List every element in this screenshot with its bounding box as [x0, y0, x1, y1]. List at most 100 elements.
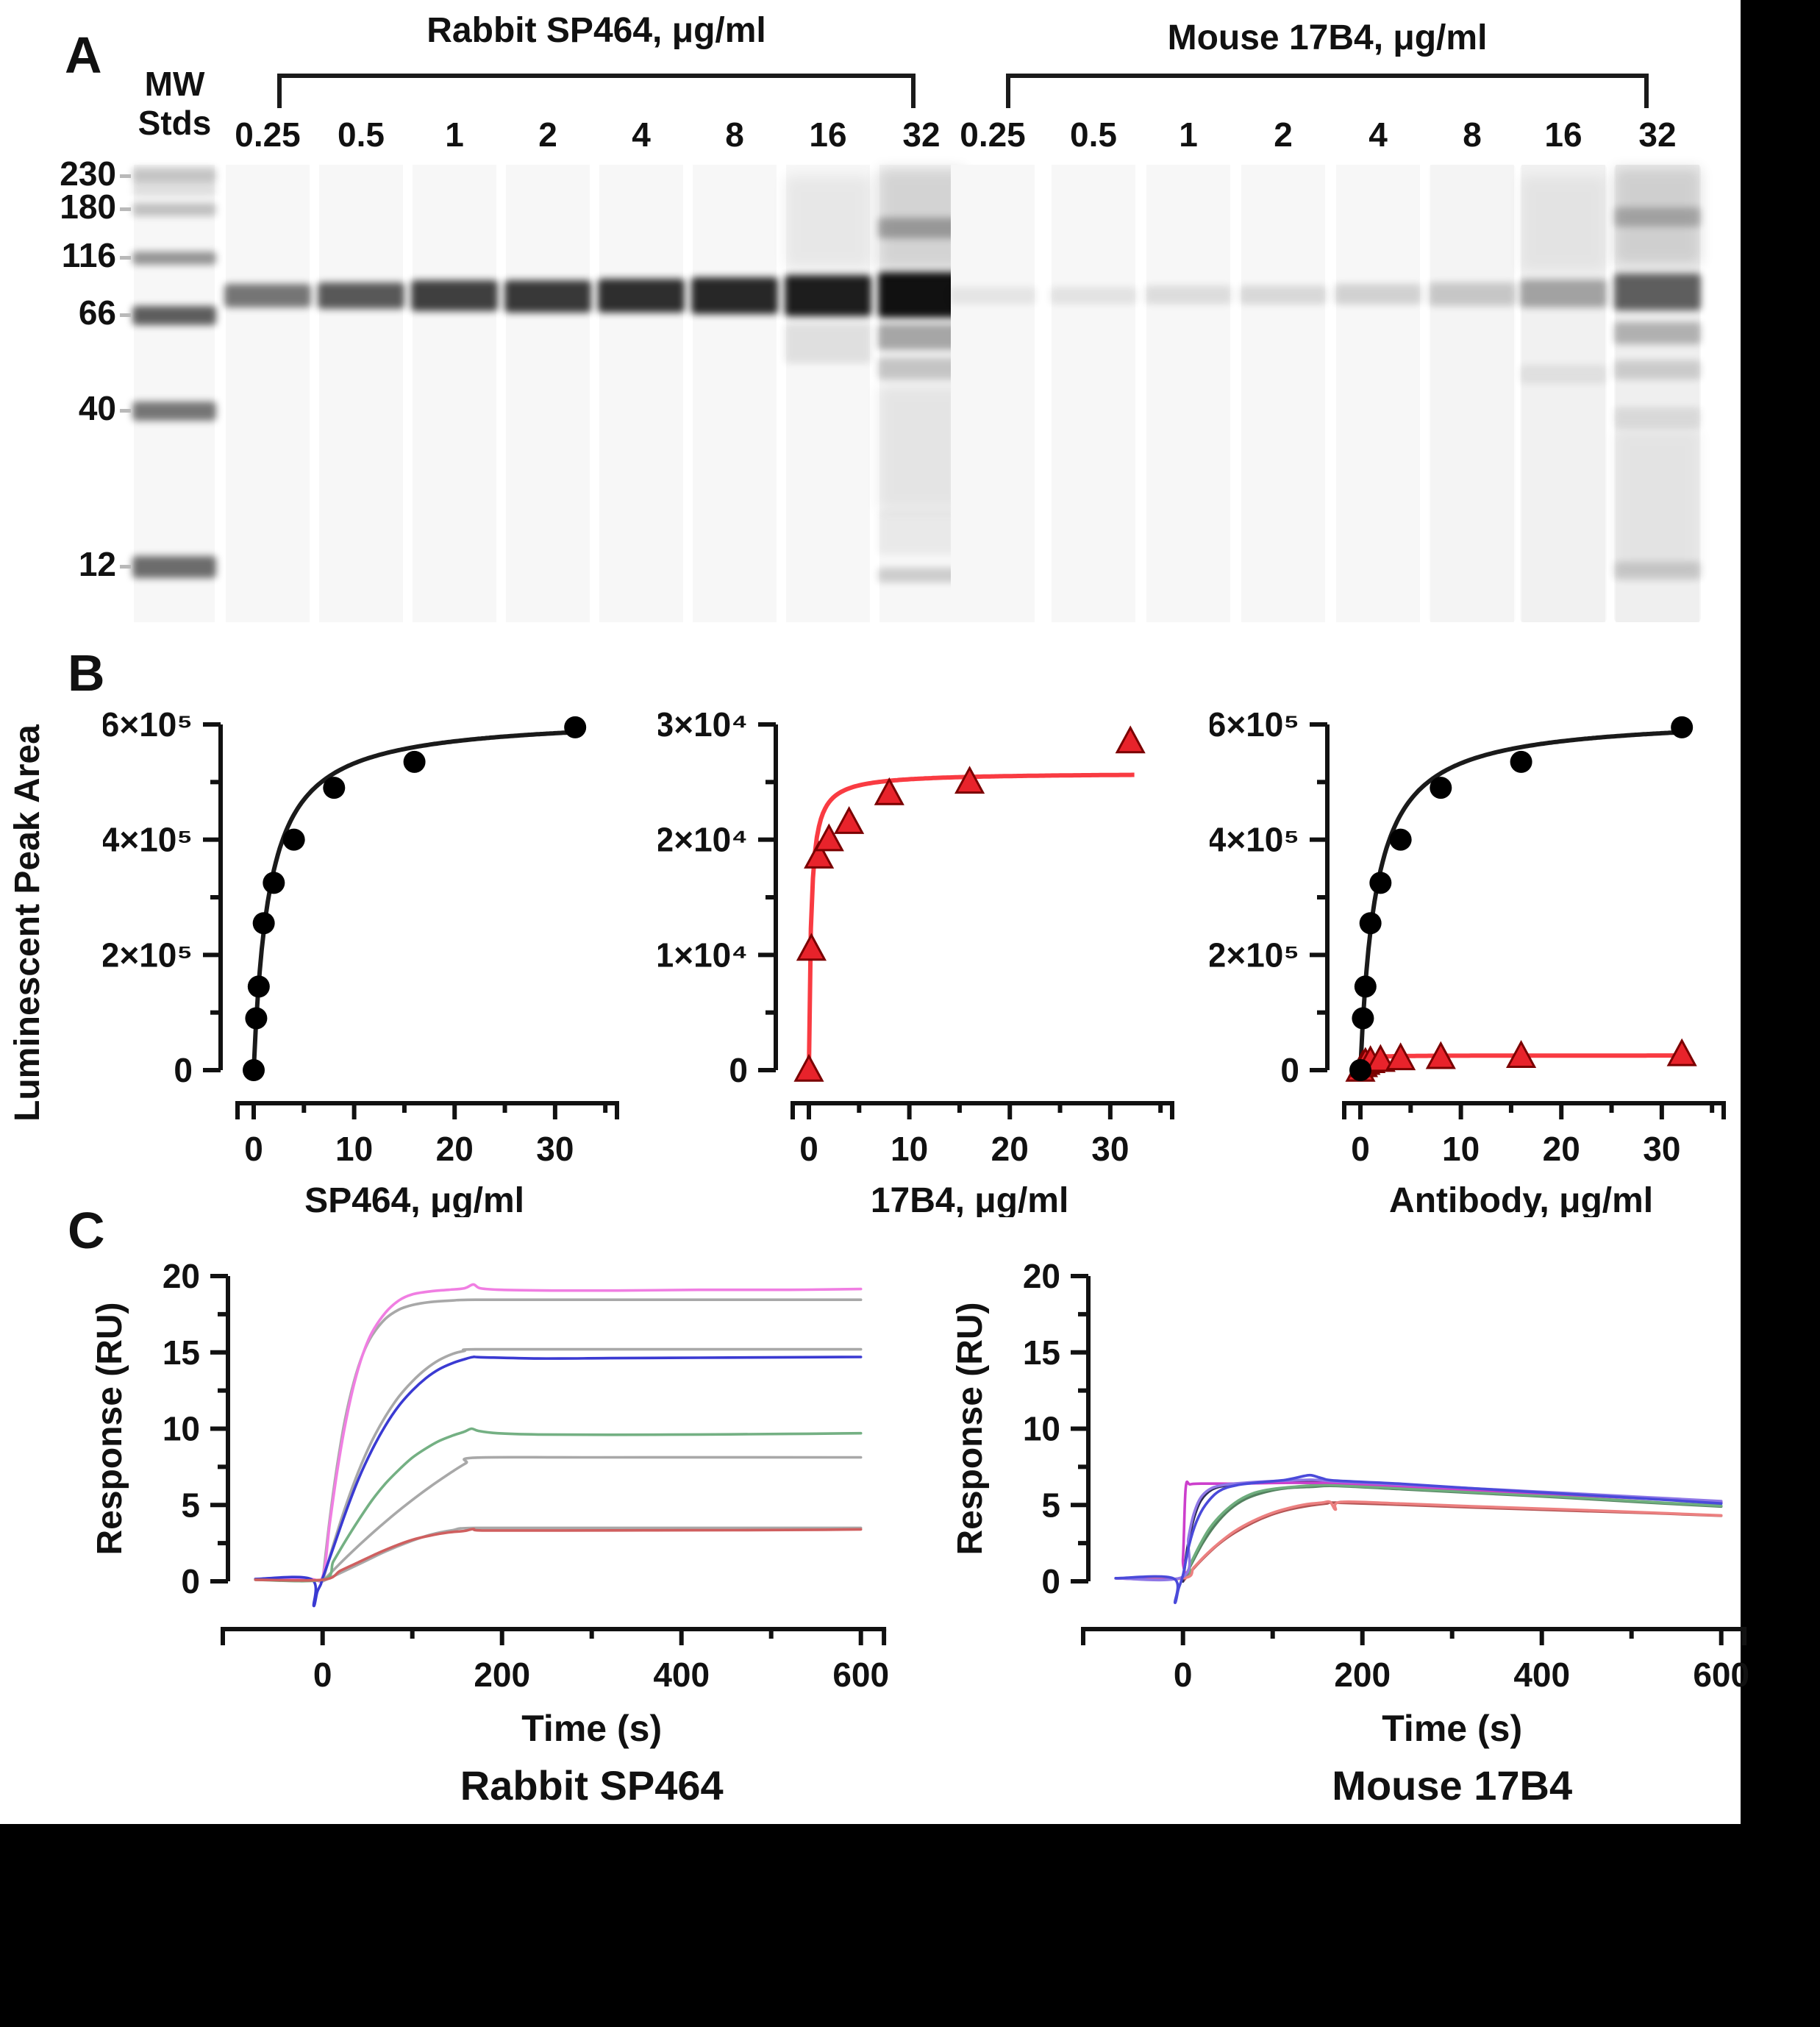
y-tick-label: 6×10⁵ — [103, 705, 193, 744]
y-tick-label: 2×10⁵ — [103, 936, 193, 974]
x-tick-label: 20 — [991, 1130, 1029, 1168]
y-axis-title: Response (RU) — [90, 1302, 129, 1555]
lane-concentration-label: 2 — [1274, 115, 1293, 154]
gel-band — [411, 280, 498, 311]
lane-concentration-label: 4 — [632, 115, 651, 154]
x-tick-label: 10 — [891, 1130, 928, 1168]
gel-image — [0, 165, 1741, 622]
x-tick-label: 600 — [832, 1656, 889, 1694]
gel-band — [878, 218, 965, 238]
mw-header-line2: Stds — [138, 103, 212, 142]
data-point-triangle — [1115, 725, 1146, 754]
mw-marker-tick — [120, 207, 131, 211]
binding-plot-antibody: 0 2×10⁵ 4×10⁵ 6×10⁵ 0 10 20 30 Antibody, μg/ml — [1210, 705, 1726, 1217]
gel-band — [949, 287, 1036, 304]
gel-band — [878, 357, 965, 380]
mw-marker-tick — [120, 565, 131, 569]
gel-band — [1520, 279, 1607, 307]
series-mouse-17b4 — [1345, 1038, 1697, 1082]
data-point-circle — [1430, 777, 1452, 799]
y-tick-label: 3×10⁴ — [658, 705, 748, 744]
mw-marker-tick — [120, 174, 131, 178]
fit-curve-rabbit-sp464 — [251, 730, 579, 1071]
data-point-circle — [245, 1007, 268, 1030]
x-tick-label: 10 — [335, 1130, 373, 1168]
x-tick-label: 400 — [1513, 1656, 1570, 1694]
lane-concentration-label: 16 — [1544, 115, 1582, 154]
gel-band — [1050, 287, 1137, 304]
data-point-triangle — [793, 1053, 824, 1082]
gel-lane-sample — [1614, 165, 1701, 622]
panel-b-y-axis-title: Luminescent Peak Area — [8, 724, 47, 1122]
y-axis: 0 1×10⁴ 2×10⁴ 3×10⁴ — [658, 705, 778, 1089]
y-tick-label: 0 — [174, 1051, 193, 1089]
trace-blue-16 — [254, 1355, 863, 1608]
mw-marker-label: 66 — [78, 293, 116, 332]
concentration-bracket — [1006, 74, 1649, 110]
data-point-circle — [1359, 912, 1382, 935]
data-point-circle — [243, 1059, 265, 1081]
gel-band — [1429, 282, 1516, 306]
gel-lane-sample — [504, 165, 591, 622]
bracket-end-left — [277, 76, 282, 108]
gel-band — [1614, 360, 1701, 380]
gel-lane-sample — [598, 165, 685, 622]
group-title-mouse: Mouse 17B4, μg/ml — [1167, 18, 1488, 57]
trace-green — [1114, 1483, 1723, 1581]
x-tick-label: 30 — [536, 1130, 574, 1168]
y-axis-title: Response (RU) — [951, 1302, 990, 1555]
data-point-triangle — [954, 766, 985, 794]
y-tick-label: 10 — [1023, 1410, 1060, 1448]
data-point-triangle — [1506, 1040, 1537, 1068]
x-axis: 0 200 400 600 — [221, 1627, 889, 1694]
bracket-end-right — [911, 76, 916, 108]
panel-a-label: A — [65, 26, 102, 84]
data-point-circle — [263, 872, 285, 894]
data-point-triangle — [874, 777, 904, 805]
binding-plot-sp464: 0 2×10⁵ 4×10⁵ 6×10⁵ 0 10 20 30 SP464, μg/ml — [103, 705, 619, 1217]
trace-fit-19 — [321, 1298, 863, 1583]
gel-band — [878, 568, 965, 583]
x-tick-label: 30 — [1643, 1130, 1680, 1168]
gel-band — [1520, 365, 1607, 384]
x-axis-title: SP464, μg/ml — [304, 1181, 524, 1217]
gel-band — [1520, 176, 1607, 271]
x-tick-label: 20 — [436, 1130, 474, 1168]
lane-concentration-label: 0.5 — [1070, 115, 1117, 154]
gel-lane-sample — [949, 165, 1036, 622]
mw-stds-header: MW Stds — [125, 65, 224, 143]
gel-band — [691, 277, 778, 314]
gel-band — [878, 324, 965, 350]
series-mouse-17b4 — [793, 725, 1146, 1082]
y-tick-label: 5 — [181, 1486, 200, 1524]
x-tick-label: 600 — [1693, 1656, 1749, 1694]
data-point-circle — [1369, 872, 1392, 894]
data-point-circle — [564, 716, 587, 738]
gel-lane-sample — [1335, 165, 1421, 622]
gel-band — [785, 275, 871, 316]
y-axis: 0 2×10⁵ 4×10⁵ 6×10⁵ — [1210, 705, 1330, 1089]
gel-lane-sample — [1240, 165, 1327, 622]
y-tick-label: 15 — [1023, 1333, 1060, 1372]
y-tick-label: 15 — [163, 1333, 200, 1372]
trace-fit-3 — [321, 1526, 863, 1583]
x-tick-label: 0 — [799, 1130, 818, 1168]
trace-pink-32 — [254, 1283, 863, 1583]
gel-band — [1335, 284, 1421, 304]
gel-band — [132, 168, 216, 184]
gel-lane-sample — [1050, 165, 1137, 622]
gel-band — [1240, 285, 1327, 304]
gel-band — [785, 176, 871, 268]
trace-red-4 — [254, 1528, 863, 1582]
y-axis: 0 5 10 15 20 — [1023, 1257, 1091, 1600]
y-tick-label: 2×10⁴ — [658, 821, 748, 859]
gel-band — [1614, 322, 1701, 344]
x-tick-label: 0 — [313, 1656, 332, 1694]
gel-band — [1614, 562, 1701, 580]
gel-band — [1429, 165, 1516, 622]
mw-marker-label: 180 — [60, 188, 116, 226]
x-axis: 0 10 20 30 — [235, 1101, 619, 1168]
gel-band — [132, 185, 216, 196]
